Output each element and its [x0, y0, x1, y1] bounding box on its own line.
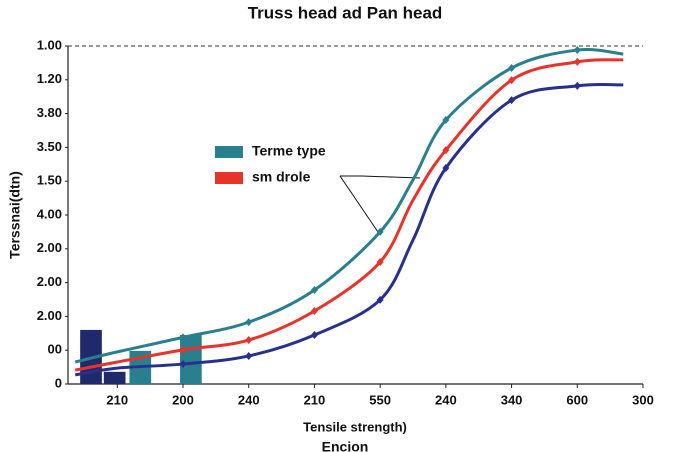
marker	[179, 345, 187, 354]
marker	[442, 164, 450, 173]
series-line	[74, 48, 624, 364]
x-tick-label: 210	[304, 392, 326, 407]
marker	[508, 63, 516, 72]
y-tick-label: 00	[48, 342, 62, 357]
marker	[310, 306, 318, 315]
marker	[573, 81, 581, 90]
y-tick-label: 1.50	[37, 173, 62, 188]
x-tick-label: 200	[172, 392, 194, 407]
chart-title: Truss head ad Pan head	[248, 3, 443, 22]
marker	[245, 336, 253, 345]
y-tick-label: 2.00	[37, 240, 62, 255]
marker	[245, 351, 253, 360]
x-tick-label: 210	[106, 392, 128, 407]
annotation-line	[339, 175, 379, 233]
marker	[442, 116, 450, 125]
marker	[508, 96, 516, 105]
marker	[573, 46, 581, 55]
y-tick-label: 0	[55, 375, 62, 390]
marker	[179, 360, 187, 369]
marker	[376, 257, 384, 266]
marker	[508, 76, 516, 85]
legend-swatch	[215, 172, 243, 184]
series-line	[74, 82, 624, 377]
bar	[180, 334, 202, 384]
marker	[310, 286, 318, 295]
y-tick-label: 1.00	[37, 37, 62, 52]
x-tick-label: 550	[369, 392, 391, 407]
legend-swatch	[215, 146, 243, 158]
marker	[310, 330, 318, 339]
y-tick-label: 4.00	[37, 206, 62, 221]
x-tick-label: 600	[566, 392, 588, 407]
x-tick-label: 340	[501, 392, 523, 407]
y-tick-label: 1.20	[37, 71, 62, 86]
marker	[376, 295, 384, 304]
y-tick-label: 2.00	[37, 274, 62, 289]
x-axis-label: Tensile strength)	[303, 419, 407, 434]
legend-label: Terme type	[252, 143, 326, 159]
annotation: Encion	[322, 439, 369, 452]
bar	[103, 371, 126, 384]
marker	[376, 227, 384, 236]
x-tick-label: 240	[238, 392, 260, 407]
series-line	[74, 58, 624, 372]
y-tick-label: 2.00	[37, 308, 62, 323]
x-tick-label: 240	[435, 392, 457, 407]
marker	[573, 57, 581, 66]
y-tick-label: 3.80	[37, 105, 62, 120]
x-tick-label: 300	[632, 392, 654, 407]
y-tick-label: 3.50	[37, 139, 62, 154]
y-axis-label: Terssnai(dtn)	[7, 171, 23, 259]
annotation-line	[340, 175, 421, 179]
marker	[179, 333, 187, 342]
legend-label: sm drole	[252, 169, 311, 185]
marker	[442, 146, 450, 155]
marker	[245, 318, 253, 327]
